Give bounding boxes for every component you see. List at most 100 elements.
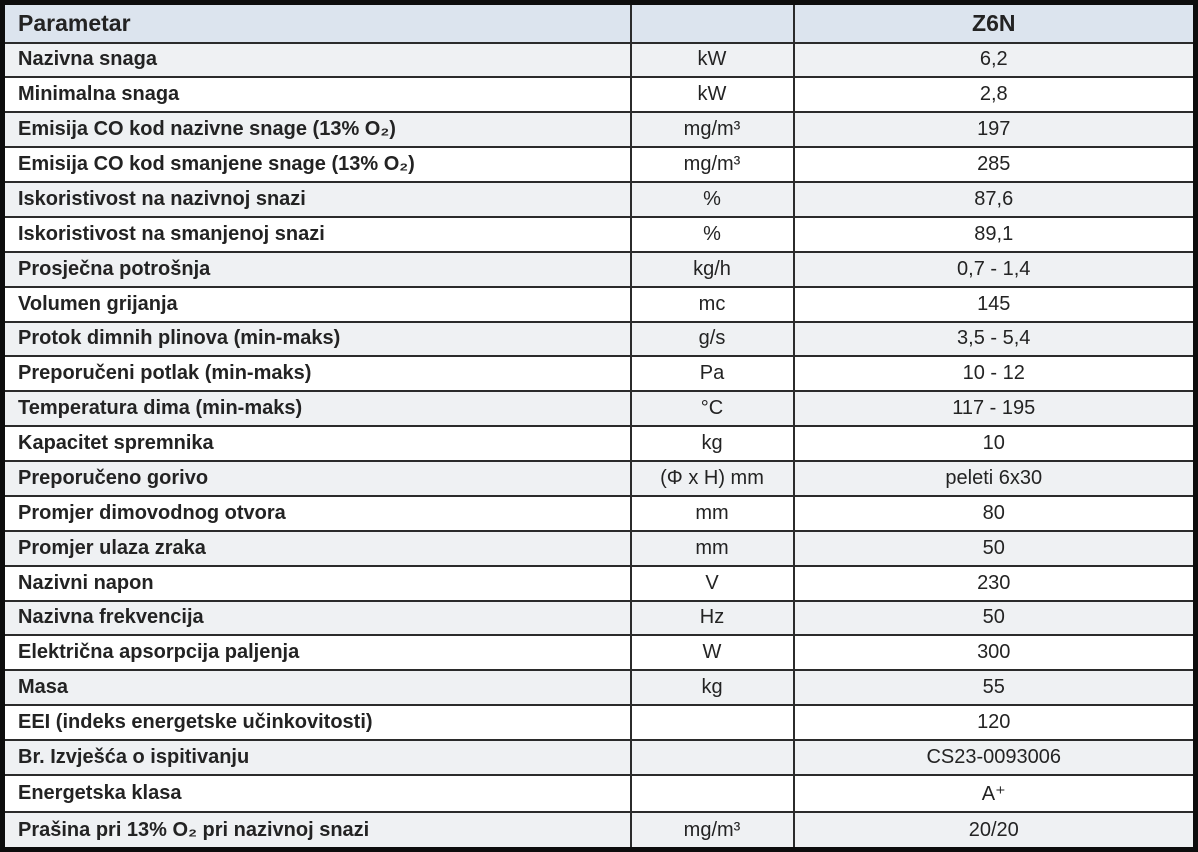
unit-cell: Pa xyxy=(629,355,795,393)
table-row: Prašina pri 13% O₂ pri nazivnoj snazi mg… xyxy=(1,811,1197,851)
unit-cell: kW xyxy=(629,76,795,114)
parameter-cell: Iskoristivost na smanjenoj snazi xyxy=(1,215,632,253)
table-row: Električna apsorpcija paljenja W 300 xyxy=(1,634,1197,672)
table-row: Kapacitet spremnika kg 10 xyxy=(1,425,1197,462)
table-row: Preporučeni potlak (min-maks) Pa 10 - 12 xyxy=(1,355,1197,393)
unit-cell: % xyxy=(629,181,795,218)
parameter-cell: Emisija CO kod smanjene snage (13% O₂) xyxy=(1,146,632,183)
value-cell: peleti 6x30 xyxy=(792,460,1197,497)
table-row: Iskoristivost na smanjenoj snazi % 89,1 xyxy=(1,215,1197,253)
header-row: Parametar Z6N xyxy=(1,1,1197,44)
value-cell: 2,8 xyxy=(792,76,1197,114)
table-header: Parametar Z6N xyxy=(1,1,1197,44)
parameter-cell: Prosječna potrošnja xyxy=(1,250,632,288)
value-cell: 10 xyxy=(792,425,1197,462)
value-cell: 300 xyxy=(792,634,1197,672)
table-row: Br. Izvješća o ispitivanju CS23-0093006 xyxy=(1,739,1197,776)
parameter-cell: Kapacitet spremnika xyxy=(1,425,632,462)
parameter-cell: Preporučeni potlak (min-maks) xyxy=(1,355,632,393)
parameter-cell: Masa xyxy=(1,669,632,707)
value-cell: 50 xyxy=(792,529,1197,567)
parameter-cell: Emisija CO kod nazivne snage (13% O₂) xyxy=(1,111,632,149)
table-row: Energetska klasa A⁺ xyxy=(1,773,1197,814)
value-cell: 117 - 195 xyxy=(792,390,1197,428)
value-cell: 87,6 xyxy=(792,181,1197,218)
parameter-cell: Nazivni napon xyxy=(1,564,632,602)
table-row: Masa kg 55 xyxy=(1,669,1197,707)
parameter-cell: Preporučeno gorivo xyxy=(1,460,632,497)
table-body: Nazivna snaga kW 6,2 Minimalna snaga kW … xyxy=(1,41,1197,851)
parameter-cell: Promjer dimovodnog otvora xyxy=(1,494,632,532)
value-cell: 10 - 12 xyxy=(792,355,1197,393)
table-row: Volumen grijanja mc 145 xyxy=(1,285,1197,323)
parameter-cell: Iskoristivost na nazivnoj snazi xyxy=(1,181,632,218)
column-header-model: Z6N xyxy=(792,1,1197,44)
unit-cell: mg/m³ xyxy=(629,146,795,183)
unit-cell xyxy=(629,704,795,741)
table-row: Emisija CO kod nazivne snage (13% O₂) mg… xyxy=(1,111,1197,149)
table-row: Iskoristivost na nazivnoj snazi % 87,6 xyxy=(1,181,1197,218)
unit-cell: % xyxy=(629,215,795,253)
unit-cell: g/s xyxy=(629,320,795,358)
table-row: Temperatura dima (min-maks) °C 117 - 195 xyxy=(1,390,1197,428)
unit-cell: mm xyxy=(629,494,795,532)
table-row: Protok dimnih plinova (min-maks) g/s 3,5… xyxy=(1,320,1197,358)
unit-cell: mc xyxy=(629,285,795,323)
value-cell: A⁺ xyxy=(792,773,1197,814)
parameter-cell: Volumen grijanja xyxy=(1,285,632,323)
value-cell: 285 xyxy=(792,146,1197,183)
unit-cell: (Φ x H) mm xyxy=(629,460,795,497)
value-cell: 230 xyxy=(792,564,1197,602)
value-cell: 6,2 xyxy=(792,41,1197,79)
parameter-cell: Temperatura dima (min-maks) xyxy=(1,390,632,428)
value-cell: 80 xyxy=(792,494,1197,532)
value-cell: 197 xyxy=(792,111,1197,149)
column-header-parameter: Parametar xyxy=(1,1,632,44)
unit-cell: W xyxy=(629,634,795,672)
table-row: Emisija CO kod smanjene snage (13% O₂) m… xyxy=(1,146,1197,183)
parameter-cell: Protok dimnih plinova (min-maks) xyxy=(1,320,632,358)
parameter-cell: Br. Izvješća o ispitivanju xyxy=(1,739,632,776)
unit-cell: mg/m³ xyxy=(629,811,795,851)
value-cell: 0,7 - 1,4 xyxy=(792,250,1197,288)
unit-cell xyxy=(629,739,795,776)
parameter-cell: Električna apsorpcija paljenja xyxy=(1,634,632,672)
table-row: Minimalna snaga kW 2,8 xyxy=(1,76,1197,114)
unit-cell xyxy=(629,773,795,814)
parameter-cell: Prašina pri 13% O₂ pri nazivnoj snazi xyxy=(1,811,632,851)
table-row: Prosječna potrošnja kg/h 0,7 - 1,4 xyxy=(1,250,1197,288)
table-row: Nazivna frekvencija Hz 50 xyxy=(1,599,1197,637)
unit-cell: kg/h xyxy=(629,250,795,288)
table-row: Promjer ulaza zraka mm 50 xyxy=(1,529,1197,567)
parameter-cell: Minimalna snaga xyxy=(1,76,632,114)
unit-cell: kW xyxy=(629,41,795,79)
table-row: EEI (indeks energetske učinkovitosti) 12… xyxy=(1,704,1197,741)
table-row: Preporučeno gorivo (Φ x H) mm peleti 6x3… xyxy=(1,460,1197,497)
unit-cell: mg/m³ xyxy=(629,111,795,149)
parameter-cell: Nazivna snaga xyxy=(1,41,632,79)
unit-cell: kg xyxy=(629,669,795,707)
table-row: Promjer dimovodnog otvora mm 80 xyxy=(1,494,1197,532)
unit-cell: kg xyxy=(629,425,795,462)
value-cell: 120 xyxy=(792,704,1197,741)
parameter-cell: Energetska klasa xyxy=(1,773,632,814)
value-cell: 50 xyxy=(792,599,1197,637)
parameter-cell: Promjer ulaza zraka xyxy=(1,529,632,567)
value-cell: 3,5 - 5,4 xyxy=(792,320,1197,358)
value-cell: CS23-0093006 xyxy=(792,739,1197,776)
table-row: Nazivni napon V 230 xyxy=(1,564,1197,602)
unit-cell: mm xyxy=(629,529,795,567)
unit-cell: Hz xyxy=(629,599,795,637)
parameter-cell: EEI (indeks energetske učinkovitosti) xyxy=(1,704,632,741)
parameter-cell: Nazivna frekvencija xyxy=(1,599,632,637)
value-cell: 145 xyxy=(792,285,1197,323)
unit-cell: °C xyxy=(629,390,795,428)
unit-cell: V xyxy=(629,564,795,602)
column-header-unit xyxy=(629,1,795,44)
value-cell: 55 xyxy=(792,669,1197,707)
value-cell: 89,1 xyxy=(792,215,1197,253)
value-cell: 20/20 xyxy=(792,811,1197,851)
table-row: Nazivna snaga kW 6,2 xyxy=(1,41,1197,79)
